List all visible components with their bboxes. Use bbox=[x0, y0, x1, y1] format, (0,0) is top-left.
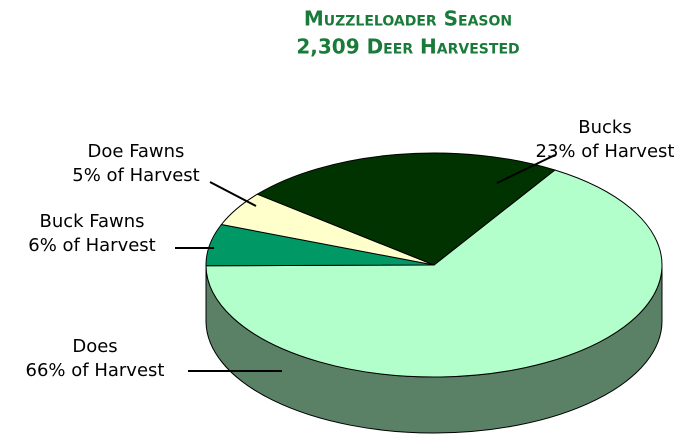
slice-value-label: 66% of Harvest bbox=[26, 360, 165, 381]
slice-label: Doe Fawns bbox=[88, 141, 185, 162]
slice-value-label: 23% of Harvest bbox=[536, 141, 675, 162]
leader-line bbox=[209, 181, 257, 207]
chart-subtitle: 2,309 Deer Harvested bbox=[296, 35, 519, 59]
slice-label: Buck Fawns bbox=[39, 211, 144, 232]
slice-label: Bucks bbox=[578, 117, 631, 138]
slice-value-label: 6% of Harvest bbox=[28, 235, 155, 256]
chart-title: Muzzleloader Season bbox=[304, 7, 512, 31]
slice-value-label: 5% of Harvest bbox=[72, 165, 199, 186]
leader-line bbox=[496, 154, 556, 184]
pie-slice bbox=[205, 169, 663, 378]
slice-label: Does bbox=[72, 336, 117, 357]
pie-slice bbox=[256, 152, 556, 266]
